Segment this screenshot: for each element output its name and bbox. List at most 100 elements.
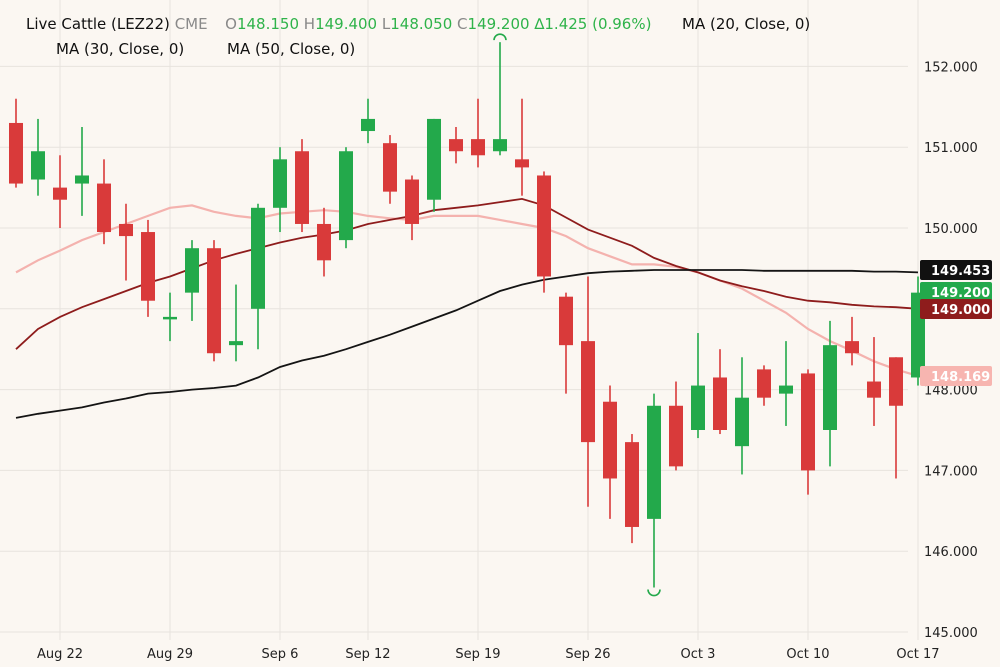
candle-body bbox=[339, 151, 353, 241]
y-tick-label: 150.000 bbox=[924, 222, 978, 237]
price-tag-bg bbox=[920, 299, 992, 319]
candle[interactable] bbox=[141, 219, 155, 317]
candle-body bbox=[823, 345, 837, 430]
candle-body bbox=[691, 385, 705, 430]
candle-body bbox=[185, 248, 199, 293]
candle[interactable] bbox=[669, 381, 683, 471]
candle[interactable] bbox=[449, 127, 463, 164]
x-tick-label: Oct 17 bbox=[896, 647, 939, 662]
candle-body bbox=[779, 385, 793, 394]
candle-body bbox=[75, 175, 89, 184]
candle-body bbox=[669, 405, 683, 467]
ma20-line bbox=[15, 204, 919, 377]
candle-body bbox=[757, 369, 771, 398]
x-tick-label: Oct 10 bbox=[786, 647, 829, 662]
candle-body bbox=[361, 118, 375, 132]
candle[interactable] bbox=[889, 357, 903, 479]
candle[interactable] bbox=[97, 159, 111, 245]
price-tag-bg bbox=[920, 260, 992, 280]
candle-body bbox=[317, 223, 331, 261]
price-tag-ma20: 148.169 bbox=[920, 366, 992, 386]
candle[interactable] bbox=[779, 341, 793, 426]
candle[interactable] bbox=[537, 171, 551, 293]
candle[interactable] bbox=[801, 369, 815, 495]
candle[interactable] bbox=[119, 203, 133, 281]
grid-lines bbox=[0, 0, 919, 640]
candle-body bbox=[603, 401, 617, 479]
candle[interactable] bbox=[713, 349, 727, 435]
candle[interactable] bbox=[867, 337, 881, 426]
candle[interactable] bbox=[493, 42, 507, 156]
candle[interactable] bbox=[207, 240, 221, 362]
candle-body bbox=[889, 357, 903, 406]
candle[interactable] bbox=[383, 135, 397, 204]
candle-body bbox=[493, 139, 507, 152]
candle[interactable] bbox=[405, 175, 419, 241]
candle-body bbox=[559, 296, 573, 346]
candle-body bbox=[537, 175, 551, 277]
candle[interactable] bbox=[845, 316, 859, 366]
price-tag-ma50: 149.453 bbox=[920, 260, 992, 280]
candle-body bbox=[119, 223, 133, 237]
low-value: 148.050 bbox=[390, 15, 453, 33]
candle[interactable] bbox=[273, 147, 287, 233]
candle[interactable] bbox=[31, 118, 45, 196]
candle[interactable] bbox=[9, 98, 23, 188]
candle[interactable] bbox=[691, 333, 705, 439]
candle[interactable] bbox=[339, 147, 353, 249]
x-tick-label: Sep 19 bbox=[455, 647, 500, 662]
candle[interactable] bbox=[317, 207, 331, 277]
ma30-line bbox=[15, 197, 919, 350]
low-label: L bbox=[381, 15, 391, 33]
candle[interactable] bbox=[75, 127, 89, 216]
candle[interactable] bbox=[581, 276, 595, 507]
candle-body bbox=[273, 159, 287, 208]
candle[interactable] bbox=[295, 139, 309, 233]
candle-body bbox=[31, 151, 45, 180]
candle-body bbox=[383, 143, 397, 192]
y-axis: 152.000 151.000 150.000 148.000 147.000 146.0… bbox=[924, 60, 978, 641]
candle[interactable] bbox=[53, 155, 67, 228]
price-tag-label: 148.169 bbox=[931, 370, 990, 385]
candle[interactable] bbox=[361, 98, 375, 144]
candle[interactable] bbox=[163, 292, 177, 342]
candle[interactable] bbox=[735, 357, 749, 475]
candle[interactable] bbox=[229, 284, 243, 362]
high-label: H bbox=[303, 15, 316, 33]
candle-body bbox=[735, 397, 749, 447]
candle[interactable] bbox=[471, 98, 485, 168]
candle-body bbox=[713, 377, 727, 430]
candle[interactable] bbox=[603, 385, 617, 519]
ma30-label[interactable]: MA (30, Close, 0) bbox=[56, 40, 185, 58]
y-tick-label: 146.000 bbox=[924, 545, 978, 560]
candle[interactable] bbox=[757, 365, 771, 406]
price-tag-last: 149.200 bbox=[920, 282, 992, 302]
candle[interactable] bbox=[647, 393, 661, 588]
candle[interactable] bbox=[559, 292, 573, 394]
candle-body bbox=[97, 183, 111, 233]
candle[interactable] bbox=[251, 203, 265, 350]
high-value: 149.400 bbox=[315, 15, 378, 33]
candle-body bbox=[53, 187, 67, 200]
ma20-label[interactable]: MA (20, Close, 0) bbox=[682, 15, 811, 33]
candle-body bbox=[163, 316, 177, 320]
candle[interactable] bbox=[625, 434, 639, 544]
candle[interactable] bbox=[823, 320, 837, 467]
high-marker bbox=[493, 33, 507, 41]
open-value: 148.150 bbox=[236, 15, 299, 33]
candle-body bbox=[647, 405, 661, 519]
price-tag-bg bbox=[920, 366, 992, 386]
candle[interactable] bbox=[427, 118, 441, 212]
candle[interactable] bbox=[185, 240, 199, 321]
x-tick-label: Aug 22 bbox=[37, 647, 83, 662]
candle-body bbox=[427, 118, 441, 200]
ma50-label[interactable]: MA (50, Close, 0) bbox=[227, 40, 356, 58]
y-tick-label: 147.000 bbox=[924, 464, 978, 479]
candle[interactable] bbox=[515, 98, 529, 196]
candle-body bbox=[801, 373, 815, 471]
candle-body bbox=[449, 139, 463, 152]
candle-body bbox=[581, 341, 595, 443]
x-axis: Aug 22 Aug 29 Sep 6 Sep 12 Sep 19 Sep 26 Oct 3… bbox=[37, 647, 940, 662]
candle-body bbox=[9, 122, 23, 184]
